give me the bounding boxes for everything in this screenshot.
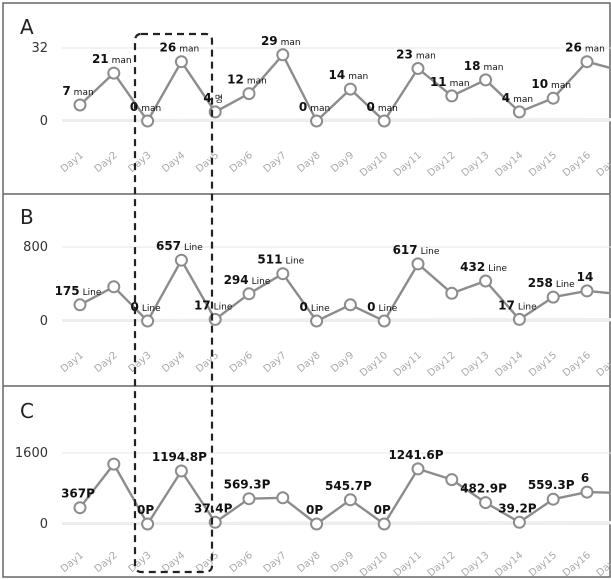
- data-point: [445, 473, 459, 487]
- data-label: 175 Line: [55, 284, 102, 298]
- data-point: [242, 87, 256, 101]
- data-point: [141, 314, 155, 328]
- data-label: 545.7P: [325, 479, 372, 493]
- data-label: 14: [577, 270, 594, 284]
- data-label: 559.3P: [528, 478, 575, 492]
- data-point: [512, 312, 526, 326]
- data-point: [73, 501, 87, 515]
- data-point: [343, 82, 357, 96]
- data-label: 0P: [374, 503, 391, 517]
- baseline-area: [62, 521, 611, 524]
- data-point: [377, 517, 391, 531]
- data-label: 37.4P: [194, 501, 233, 515]
- data-point: [310, 517, 324, 531]
- panel-letter: A: [20, 15, 34, 39]
- data-point: [276, 267, 290, 281]
- data-point: [174, 253, 188, 267]
- data-label: 6: [581, 471, 589, 485]
- data-label: 294 Line: [224, 273, 271, 287]
- y-tick-label: 1600: [15, 446, 48, 461]
- data-label: 0P: [306, 503, 323, 517]
- y-tick-label: 800: [23, 240, 48, 255]
- data-point: [479, 496, 493, 510]
- data-point: [546, 91, 560, 105]
- data-point: [411, 462, 425, 476]
- panel-letter: B: [20, 205, 34, 229]
- data-label: 7 man: [62, 84, 93, 98]
- y-tick-label: 32: [31, 41, 48, 56]
- data-label: 432 Line: [460, 260, 507, 274]
- data-point: [73, 298, 87, 312]
- data-point: [242, 287, 256, 301]
- data-point: [73, 98, 87, 112]
- data-label: 482.9P: [460, 482, 507, 496]
- data-point: [445, 286, 459, 300]
- data-label: 26 man: [160, 41, 200, 55]
- data-point: [580, 485, 594, 499]
- data-label: 367P: [61, 487, 95, 501]
- data-point: [411, 257, 425, 271]
- data-label: 29 man: [261, 34, 301, 48]
- data-label: 23 man: [396, 48, 436, 62]
- data-point: [580, 284, 594, 298]
- data-point: [377, 114, 391, 128]
- y-tick-label: 0: [40, 114, 48, 129]
- data-point: [411, 62, 425, 75]
- data-point: [445, 89, 459, 103]
- data-label: 511 Line: [257, 253, 304, 267]
- data-point: [546, 492, 560, 506]
- data-point: [276, 48, 290, 62]
- data-label: 17 Line: [194, 298, 233, 312]
- data-label: 258 Line: [528, 276, 575, 290]
- data-point: [141, 114, 155, 128]
- data-point: [546, 290, 560, 304]
- data-label: 11 man: [430, 75, 470, 89]
- data-label: 10 man: [531, 77, 571, 91]
- data-label: 4 man: [502, 91, 533, 105]
- data-point: [242, 492, 256, 506]
- data-point: [174, 464, 188, 478]
- data-point: [310, 314, 324, 328]
- data-point: [107, 457, 121, 471]
- data-label: 1194.8P: [152, 450, 207, 464]
- data-label: 0 man: [299, 100, 330, 114]
- data-point: [174, 55, 188, 69]
- data-label: 18 man: [464, 59, 504, 73]
- data-label: 657 Line: [156, 239, 203, 253]
- data-point: [343, 493, 357, 507]
- data-label: 14 man: [329, 68, 369, 82]
- data-label: 26 man: [565, 41, 605, 55]
- data-point: [512, 105, 526, 119]
- data-point: [479, 274, 493, 288]
- data-point: [107, 66, 121, 80]
- data-point: [580, 55, 594, 69]
- data-point: [310, 114, 324, 128]
- data-point: [276, 491, 290, 505]
- data-label: 0 Line: [367, 300, 398, 314]
- data-point: [107, 280, 121, 294]
- data-label: 39.2P: [498, 501, 537, 515]
- data-point: [141, 517, 155, 531]
- highlight-box: [133, 32, 214, 574]
- data-point: [479, 73, 493, 87]
- data-point: [343, 298, 357, 312]
- baseline-area: [62, 318, 611, 321]
- panel-letter: C: [20, 399, 34, 423]
- data-point: [512, 515, 526, 529]
- data-label: 569.3P: [224, 478, 271, 492]
- data-label: 12 man: [227, 73, 267, 87]
- data-label: 0P: [137, 503, 154, 517]
- data-label: 617 Line: [393, 243, 440, 257]
- data-label: 17 Line: [498, 298, 537, 312]
- y-tick-label: 0: [40, 517, 48, 532]
- data-label: 0 Line: [300, 300, 331, 314]
- baseline-area: [62, 118, 611, 121]
- y-tick-label: 0: [40, 314, 48, 329]
- data-label: 21 man: [92, 52, 132, 66]
- data-label: 0 man: [367, 100, 398, 114]
- data-label: 1241.6P: [388, 448, 443, 462]
- data-point: [377, 314, 391, 328]
